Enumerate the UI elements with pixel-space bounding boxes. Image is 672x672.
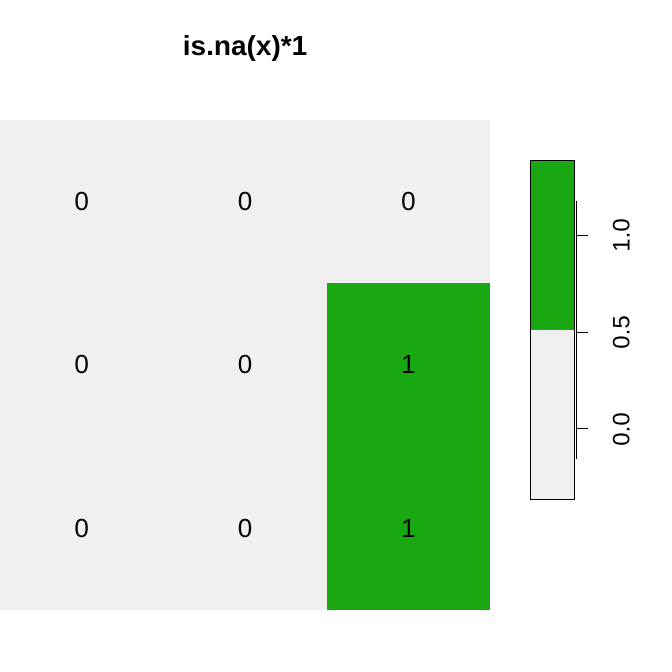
tick-label: 1.0	[609, 218, 637, 251]
heatmap-cell: 0	[0, 283, 163, 446]
heatmap-cell: 0	[163, 447, 326, 610]
legend-tick: 1.0	[576, 221, 639, 249]
heatmap-cell: 0	[0, 447, 163, 610]
heatmap-plot: 000001001	[0, 120, 490, 610]
heatmap-cell: 0	[163, 283, 326, 446]
legend-block	[531, 330, 574, 499]
color-legend	[530, 160, 575, 500]
legend-tick: 0.0	[576, 415, 639, 443]
chart-title: is.na(x)*1	[0, 30, 490, 62]
heatmap-cell: 0	[163, 120, 326, 283]
heatmap-cell: 0	[327, 120, 490, 283]
heatmap-cell: 1	[327, 447, 490, 610]
legend-tick: 0.5	[576, 318, 639, 346]
tick-mark	[576, 428, 588, 429]
legend-block	[531, 161, 574, 330]
tick-mark	[576, 235, 588, 236]
heatmap-cell: 1	[327, 283, 490, 446]
tick-mark	[576, 332, 588, 333]
heatmap-grid: 000001001	[0, 120, 490, 610]
tick-label: 0.0	[609, 412, 637, 445]
heatmap-cell: 0	[0, 120, 163, 283]
tick-label: 0.5	[609, 315, 637, 348]
